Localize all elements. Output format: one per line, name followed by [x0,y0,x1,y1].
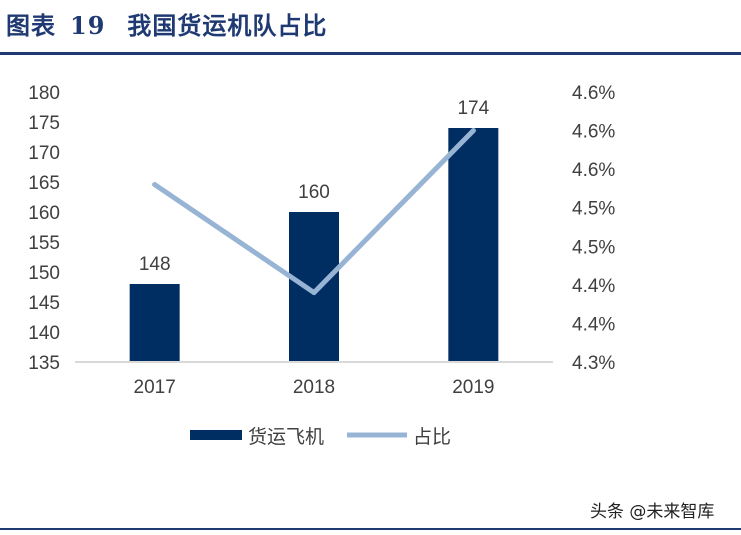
figure-title: 图表 19 我国货运机队占比 [6,6,327,41]
bar-data-label: 174 [457,98,489,119]
line-point [470,128,476,134]
y-left-tick-label: 140 [28,323,60,344]
y-left-tick-label: 165 [28,173,60,194]
legend-swatch-bar [190,430,242,440]
y-right-tick-label: 4.6% [572,83,615,104]
bottom-divider [0,528,741,530]
top-divider [0,52,741,55]
x-tick-label: 2017 [134,377,176,398]
line-point [152,182,158,188]
figure-label: 图表 [6,11,56,40]
y-right-tick-label: 4.5% [572,237,615,258]
y-left-tick-label: 155 [28,233,60,254]
y-left-tick-label: 170 [28,143,60,164]
chart-title: 我国货运机队占比 [127,11,328,40]
y-left-tick-label: 150 [28,263,60,284]
x-tick-label: 2018 [293,377,335,398]
figure-number: 19 [70,11,106,40]
x-tick-label: 2019 [452,377,494,398]
watermark: 头条 @未来智库 [590,502,715,522]
y-right-tick-label: 4.5% [572,199,615,220]
bar-2019 [448,128,499,362]
line-point [311,290,317,296]
bar-2017 [129,284,180,362]
y-right-tick-label: 4.3% [572,353,615,374]
bar-data-label: 160 [298,182,330,203]
y-right-tick-label: 4.4% [572,276,615,297]
y-left-tick-label: 145 [28,293,60,314]
y-left-tick-label: 175 [28,113,60,134]
y-left-tick-label: 160 [28,203,60,224]
bar-2018 [289,212,339,362]
y-right-tick-label: 4.6% [572,122,615,143]
y-left-tick-label: 135 [28,353,60,374]
legend-label-bar: 货运飞机 [248,426,324,448]
y-right-tick-label: 4.4% [572,314,615,335]
y-left-tick-label: 180 [28,83,60,104]
bar-data-label: 148 [139,254,171,275]
legend-label-line: 占比 [413,426,451,448]
y-right-tick-label: 4.6% [572,160,615,181]
